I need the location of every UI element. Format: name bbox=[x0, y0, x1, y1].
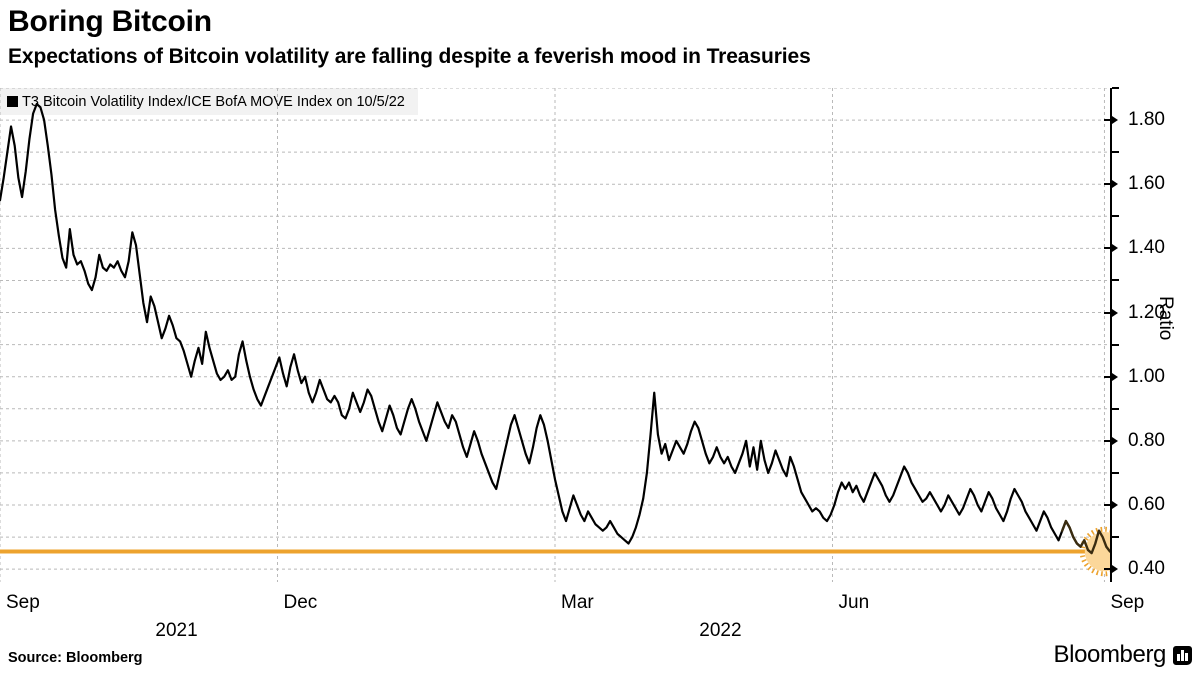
y-tick-label: 1.00 bbox=[1128, 365, 1165, 387]
y-tick-label: 1.80 bbox=[1128, 109, 1165, 131]
x-axis-year-label: 2022 bbox=[699, 620, 742, 641]
series-line bbox=[0, 102, 1110, 555]
endpoint-highlight-badge bbox=[1061, 519, 1110, 577]
y-tick-arrow-icon bbox=[1112, 244, 1118, 253]
y-tick-minor bbox=[1112, 151, 1119, 154]
chart-canvas bbox=[0, 88, 1110, 582]
legend-swatch-icon bbox=[7, 96, 18, 107]
y-tick-label: 1.40 bbox=[1128, 237, 1165, 259]
chart-legend: T3 Bitcoin Volatility Index/ICE BofA MOV… bbox=[0, 88, 418, 115]
y-axis-line bbox=[1110, 88, 1112, 582]
source-note: Source: Bloomberg bbox=[8, 650, 143, 666]
y-tick-minor bbox=[1112, 343, 1119, 346]
y-tick-arrow-icon bbox=[1112, 565, 1118, 574]
y-tick-minor bbox=[1112, 215, 1119, 218]
y-tick-major bbox=[1104, 375, 1112, 378]
x-tick-label: Jun bbox=[838, 592, 870, 613]
y-tick-minor bbox=[1112, 471, 1119, 474]
y-tick-arrow-icon bbox=[1112, 308, 1118, 317]
bloomberg-brand: Bloomberg bbox=[1054, 643, 1192, 667]
horizontal-gridlines bbox=[0, 88, 1110, 570]
x-tick-label: Dec bbox=[283, 592, 318, 613]
y-tick-minor bbox=[1112, 87, 1119, 89]
page-subtitle: Expectations of Bitcoin volatility are f… bbox=[8, 45, 811, 68]
page-title: Boring Bitcoin bbox=[8, 5, 212, 38]
y-tick-major bbox=[1104, 183, 1112, 186]
y-tick-minor bbox=[1112, 279, 1119, 282]
y-tick-minor bbox=[1112, 407, 1119, 410]
y-tick-major bbox=[1104, 247, 1112, 250]
y-tick-major bbox=[1104, 119, 1112, 122]
plot-area bbox=[0, 88, 1110, 582]
x-tick-label: Mar bbox=[561, 592, 594, 613]
y-axis-title: Ratio bbox=[1155, 296, 1176, 341]
bloomberg-logo-icon bbox=[1173, 645, 1192, 665]
x-tick-label: Sep bbox=[6, 592, 40, 613]
y-tick-major bbox=[1104, 311, 1112, 314]
legend-label: T3 Bitcoin Volatility Index/ICE BofA MOV… bbox=[22, 93, 405, 110]
y-tick-major bbox=[1104, 568, 1112, 571]
y-tick-minor bbox=[1112, 536, 1119, 539]
x-tick-label: Sep bbox=[1110, 592, 1145, 613]
brand-wordmark: Bloomberg bbox=[1053, 641, 1167, 668]
y-tick-label: 1.20 bbox=[1128, 301, 1165, 323]
y-tick-label: 0.80 bbox=[1128, 429, 1165, 451]
vertical-gridlines bbox=[0, 88, 1105, 582]
y-tick-label: 0.40 bbox=[1128, 558, 1165, 580]
y-tick-major bbox=[1104, 504, 1112, 506]
y-tick-arrow-icon bbox=[1112, 372, 1118, 381]
y-tick-arrow-icon bbox=[1112, 436, 1118, 445]
x-axis-year-label: 2021 bbox=[155, 620, 198, 641]
y-tick-label: 0.60 bbox=[1128, 494, 1165, 515]
y-tick-arrow-icon bbox=[1112, 501, 1118, 509]
y-tick-label: 1.60 bbox=[1128, 173, 1165, 195]
y-tick-arrow-icon bbox=[1112, 180, 1118, 189]
y-tick-arrow-icon bbox=[1112, 116, 1118, 125]
y-tick-major bbox=[1104, 439, 1112, 442]
